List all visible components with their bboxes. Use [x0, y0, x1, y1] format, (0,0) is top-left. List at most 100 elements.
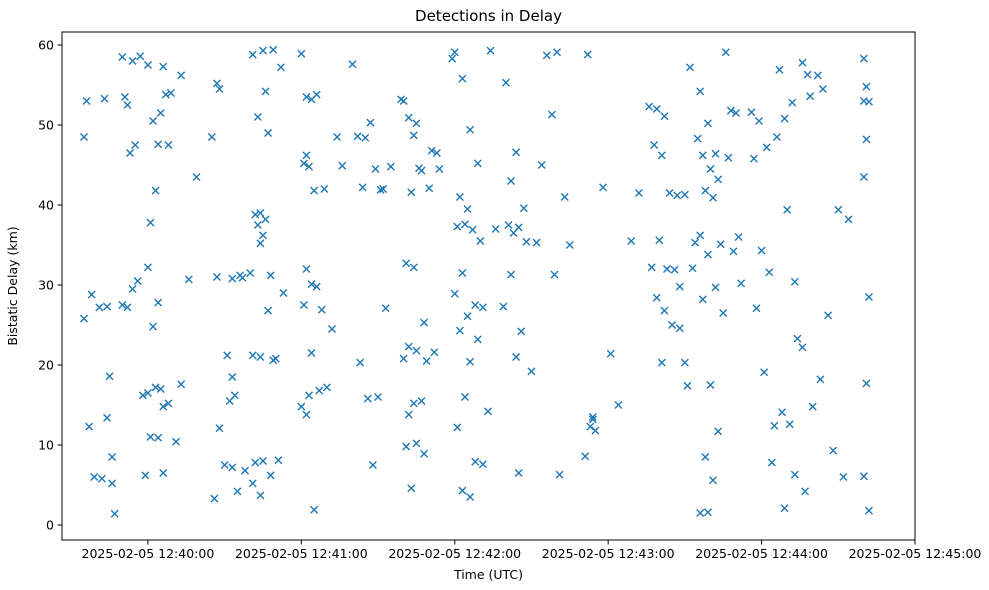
scatter-marker: [668, 321, 677, 329]
y-tick-label: 10: [38, 438, 54, 453]
scatter-marker: [673, 191, 682, 200]
scatter-marker: [657, 151, 666, 160]
scatter-marker: [614, 401, 623, 409]
scatter-marker: [680, 358, 689, 367]
scatter-marker: [256, 239, 265, 248]
scatter-marker: [123, 101, 132, 109]
scatter-marker: [225, 397, 234, 405]
scatter-marker: [266, 271, 275, 280]
scatter-marker: [261, 215, 270, 224]
scatter-marker: [507, 177, 515, 185]
scatter-marker: [376, 185, 385, 194]
scatter-marker: [555, 470, 564, 479]
scatter-marker: [253, 221, 262, 229]
scatter-marker: [420, 449, 429, 458]
scatter-marker: [458, 486, 467, 495]
scatter-marker: [297, 49, 306, 58]
scatter-marker: [223, 351, 232, 360]
scatter-marker: [732, 109, 741, 117]
scatter-marker: [371, 165, 380, 173]
scatter-marker: [356, 358, 365, 367]
scatter-marker: [368, 461, 377, 469]
scatter-marker: [468, 225, 477, 234]
scatter-marker: [212, 79, 221, 88]
scatter-marker: [542, 51, 551, 60]
scatter-marker: [693, 134, 702, 143]
y-tick-label: 0: [46, 518, 54, 533]
scatter-marker: [455, 326, 464, 335]
scatter-marker: [780, 504, 789, 513]
y-tick-label: 40: [38, 198, 54, 213]
scatter-marker: [798, 58, 807, 67]
scatter-marker: [627, 237, 636, 245]
scatter-marker: [724, 153, 733, 162]
scatter-marker: [100, 94, 109, 103]
scatter-marker: [108, 453, 117, 461]
scatter-marker: [478, 460, 487, 469]
scatter-marker: [404, 342, 413, 351]
scatter-marker: [527, 367, 536, 376]
scatter-marker: [762, 143, 771, 152]
scatter-marker: [660, 306, 669, 315]
scatter-marker: [711, 149, 720, 158]
scatter-marker: [184, 275, 193, 284]
scatter-marker: [657, 358, 666, 367]
scatter-marker: [251, 210, 260, 219]
scatter-marker: [258, 231, 267, 240]
scatter-marker: [141, 471, 150, 480]
scatter-marker: [466, 125, 475, 134]
scatter-marker: [491, 225, 500, 233]
scatter-marker: [312, 90, 321, 99]
scatter-marker: [450, 48, 459, 57]
scatter-marker: [333, 133, 342, 141]
scatter-marker: [517, 327, 526, 336]
scatter-marker: [154, 433, 163, 442]
scatter-marker: [159, 402, 168, 411]
scatter-marker: [417, 397, 426, 405]
scatter-marker: [427, 146, 436, 155]
scatter-marker: [149, 322, 158, 331]
y-tick-label: 20: [38, 358, 54, 373]
scatter-marker: [310, 505, 319, 514]
scatter-marker: [90, 473, 99, 481]
scatter-marker: [266, 471, 275, 480]
scatter-marker: [146, 218, 155, 227]
scatter-marker: [737, 279, 746, 288]
scatter-marker: [864, 293, 873, 301]
scatter-marker: [379, 185, 388, 193]
scatter-marker: [192, 173, 201, 181]
scatter-marker: [312, 282, 321, 291]
scatter-marker: [95, 303, 104, 312]
scatter-marker: [177, 71, 186, 80]
scatter-marker: [726, 106, 735, 115]
scatter-marker: [118, 53, 127, 61]
scatter-marker: [305, 162, 313, 171]
scatter-marker: [862, 379, 871, 388]
scatter-marker: [409, 263, 418, 272]
scatter-marker: [361, 133, 370, 142]
scatter-marker: [675, 282, 684, 291]
scatter-marker: [553, 48, 562, 57]
scatter-marker: [85, 422, 94, 431]
scatter-marker: [650, 141, 659, 149]
scatter-marker: [123, 303, 132, 312]
scatter-marker: [655, 236, 664, 245]
scatter-marker: [241, 466, 250, 475]
scatter-marker: [581, 452, 590, 461]
scatter-marker: [790, 277, 799, 286]
scatter-marker: [652, 293, 661, 302]
scatter-marker: [862, 82, 871, 91]
scatter-marker: [212, 273, 221, 281]
scatter-marker: [701, 453, 710, 461]
scatter-marker: [706, 381, 715, 389]
scatter-marker: [407, 484, 416, 493]
scatter-marker: [586, 422, 595, 431]
scatter-marker: [509, 229, 518, 237]
scatter-marker: [402, 442, 411, 451]
scatter-marker: [703, 250, 712, 259]
scatter-marker: [177, 380, 186, 389]
scatter-marker: [215, 424, 224, 433]
scatter-marker: [138, 391, 147, 400]
scatter-marker: [310, 186, 319, 195]
scatter-marker: [307, 280, 316, 289]
